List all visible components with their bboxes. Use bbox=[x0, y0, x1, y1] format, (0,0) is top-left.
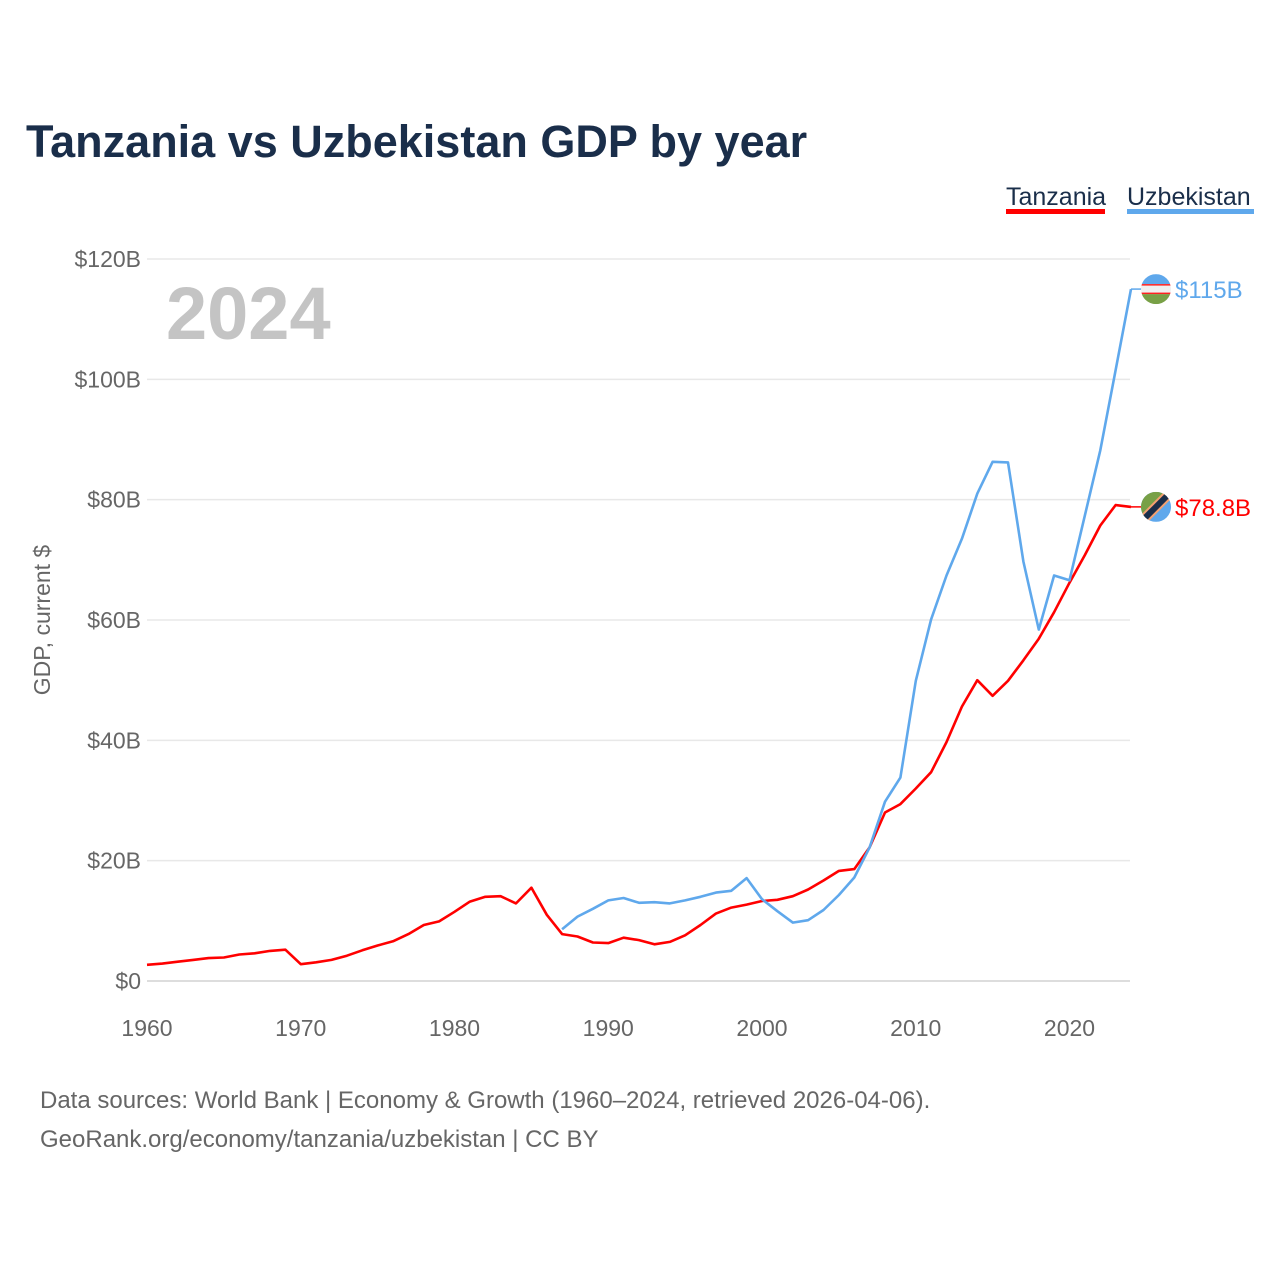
y-axis-ticks: $0 $20B $40B $60B $80B $100B $120B bbox=[74, 246, 141, 994]
x-tick-label: 2020 bbox=[1044, 1015, 1095, 1041]
series-lines bbox=[146, 288, 1133, 967]
legend-swatch bbox=[1127, 209, 1254, 214]
x-tick-label: 1960 bbox=[121, 1015, 172, 1041]
gridlines bbox=[147, 258, 1130, 982]
legend-item-uzbekistan[interactable]: Uzbekistan bbox=[1127, 183, 1254, 214]
y-tick-label: $100B bbox=[74, 366, 141, 392]
end-value-label: $78.8B bbox=[1175, 495, 1251, 522]
end-value-label: $115B bbox=[1175, 277, 1243, 304]
legend-swatch bbox=[1006, 209, 1105, 214]
y-tick-label: $120B bbox=[74, 246, 141, 272]
x-tick-label: 2010 bbox=[890, 1015, 941, 1041]
chart-title: Tanzania vs Uzbekistan GDP by year bbox=[26, 116, 807, 167]
legend-item-tanzania[interactable]: Tanzania bbox=[1006, 183, 1106, 214]
y-tick-label: $20B bbox=[87, 848, 141, 874]
x-tick-label: 1970 bbox=[275, 1015, 326, 1041]
tanzania-flag-icon bbox=[1141, 491, 1171, 522]
y-axis-label: GDP, current $ bbox=[29, 545, 55, 696]
legend: Tanzania Uzbekistan bbox=[1006, 183, 1254, 214]
y-tick-label: $0 bbox=[115, 968, 141, 994]
x-tick-label: 1980 bbox=[429, 1015, 480, 1041]
legend-label: Uzbekistan bbox=[1127, 183, 1251, 211]
year-watermark: 2024 bbox=[166, 272, 331, 355]
y-tick-label: $60B bbox=[87, 607, 141, 633]
x-axis-ticks: 1960 1970 1980 1990 2000 2010 2020 bbox=[121, 1015, 1095, 1041]
series-line-uzbekistan bbox=[561, 288, 1133, 931]
x-tick-label: 2000 bbox=[736, 1015, 787, 1041]
y-tick-label: $80B bbox=[87, 487, 141, 513]
legend-label: Tanzania bbox=[1006, 183, 1106, 211]
uzbekistan-flag-icon bbox=[1141, 274, 1171, 305]
footer-sources: Data sources: World Bank | Economy & Gro… bbox=[40, 1087, 930, 1114]
x-tick-label: 1990 bbox=[583, 1015, 634, 1041]
y-tick-label: $40B bbox=[87, 727, 141, 753]
end-labels: $78.8B $115B bbox=[1131, 274, 1251, 522]
series-line-tanzania bbox=[146, 503, 1132, 967]
footer-url[interactable]: GeoRank.org/economy/tanzania/uzbekistan … bbox=[40, 1126, 599, 1153]
